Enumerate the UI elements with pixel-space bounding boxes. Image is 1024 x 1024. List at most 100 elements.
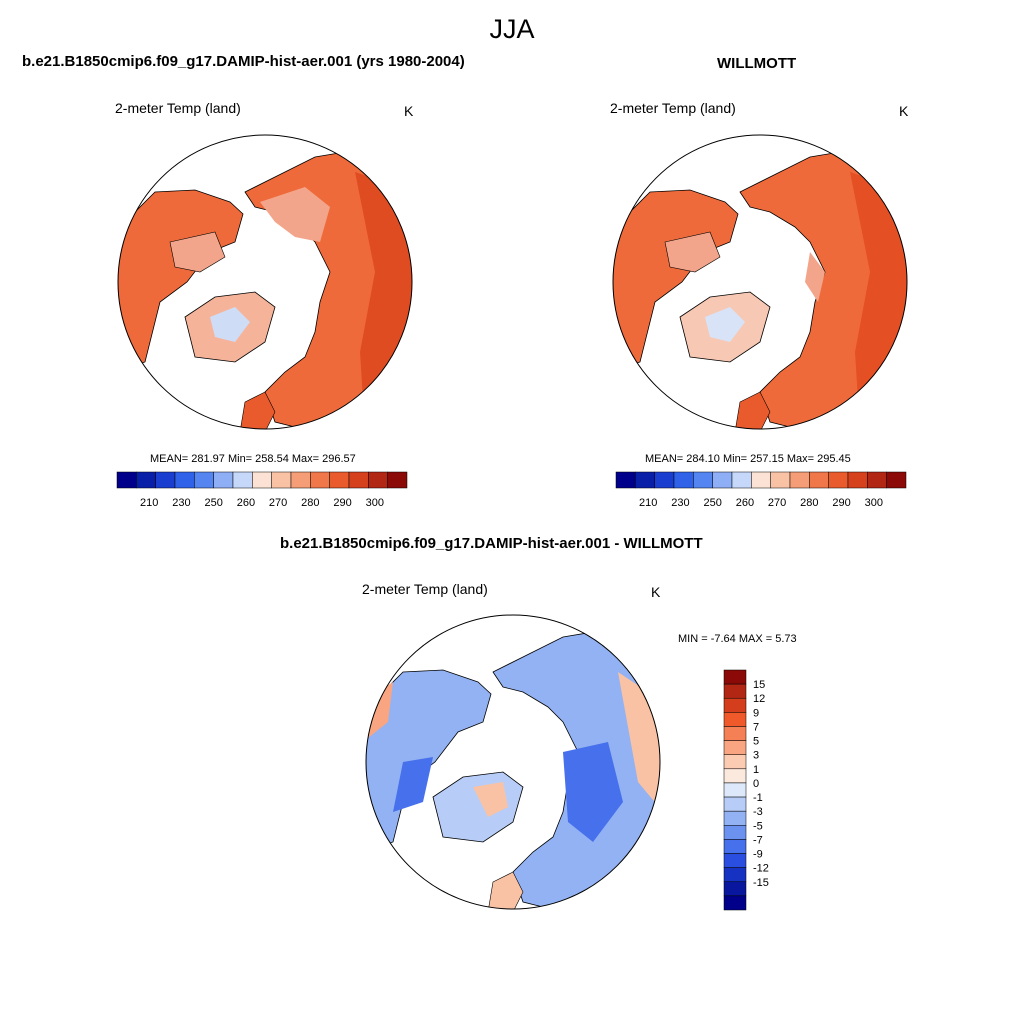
main-title: JJA xyxy=(489,14,535,44)
right-polar-map xyxy=(612,134,908,430)
right-map-land xyxy=(613,151,907,429)
diff-colorbar-tick-label: 9 xyxy=(753,707,759,719)
diff-polar-map xyxy=(365,614,661,910)
right-colorbar-tick-label: 230 xyxy=(671,497,689,509)
left-colorbar-swatch xyxy=(368,471,388,489)
diff-colorbar-swatch xyxy=(723,683,747,699)
right-variable-label: 2-meter Temp (land) xyxy=(610,100,736,116)
right-colorbar-swatch xyxy=(770,471,791,489)
left-colorbar: 210 230 250 260 270 280 290 300 xyxy=(116,471,408,509)
diff-units-label: K xyxy=(651,584,661,600)
left-colorbar-swatch xyxy=(348,471,369,489)
left-colorbar-swatch xyxy=(174,471,195,489)
diff-colorbar-tick-label: -3 xyxy=(753,806,763,818)
left-colorbar-swatch xyxy=(329,471,350,489)
diff-colorbar-tick-label: 3 xyxy=(753,750,759,762)
diff-colorbar-tick-label: 0 xyxy=(753,778,759,790)
left-units-label: K xyxy=(404,103,414,119)
left-colorbar-tick-label: 300 xyxy=(366,497,384,509)
right-colorbar-swatch xyxy=(673,471,694,489)
right-colorbar-swatch xyxy=(635,471,655,489)
diff-colorbar-tick-label: -5 xyxy=(753,820,763,832)
right-colorbar-tick-label: 260 xyxy=(736,497,754,509)
left-colorbar-swatch xyxy=(194,471,214,489)
right-colorbar-swatch xyxy=(809,471,829,489)
diff-colorbar-swatch xyxy=(723,669,747,685)
left-colorbar-swatch xyxy=(232,471,253,489)
diff-colorbar-swatch xyxy=(723,825,747,840)
diff-colorbar-tick-label: 5 xyxy=(753,736,759,748)
left-panel-title: b.e21.B1850cmip6.f09_g17.DAMIP-hist-aer.… xyxy=(22,53,465,70)
diff-colorbar-swatch xyxy=(723,712,747,727)
right-colorbar: 210 230 250 260 270 280 290 300 xyxy=(615,471,907,509)
right-colorbar-swatch xyxy=(789,471,810,489)
diff-panel-title: b.e21.B1850cmip6.f09_g17.DAMIP-hist-aer.… xyxy=(280,535,703,552)
right-colorbar-tick-label: 300 xyxy=(865,497,883,509)
left-map-border xyxy=(117,134,413,430)
left-colorbar-swatch xyxy=(290,471,311,489)
right-colorbar-tick-label: 280 xyxy=(800,497,818,509)
right-map-border xyxy=(612,134,908,430)
right-colorbar-swatch xyxy=(886,471,907,489)
left-colorbar-tick-label: 290 xyxy=(333,497,351,509)
right-colorbar-tick-label: 290 xyxy=(832,497,850,509)
left-colorbar-tick-label: 270 xyxy=(269,497,287,509)
right-colorbar-swatch xyxy=(751,471,771,489)
right-colorbar-swatch xyxy=(712,471,733,489)
diff-map-border xyxy=(365,614,661,910)
left-colorbar-swatch xyxy=(116,471,137,489)
diff-colorbar-swatch xyxy=(723,853,747,868)
right-colorbar-tick-label: 270 xyxy=(768,497,786,509)
left-colorbar-tick-label: 260 xyxy=(237,497,255,509)
diff-colorbar-tick-label: 7 xyxy=(753,721,759,733)
left-colorbar-tick-label: 210 xyxy=(140,497,158,509)
left-variable-label: 2-meter Temp (land) xyxy=(115,100,241,116)
diff-colorbar-swatch xyxy=(723,810,747,826)
right-colorbar-swatch xyxy=(731,471,752,489)
right-colorbar-tick-label: 210 xyxy=(639,497,657,509)
left-polar-map xyxy=(117,134,413,430)
right-colorbar-swatch xyxy=(847,471,868,489)
left-colorbar-swatch xyxy=(252,471,272,489)
diff-colorbar-tick-label: 15 xyxy=(753,679,765,691)
diff-variable-label: 2-meter Temp (land) xyxy=(362,581,488,597)
left-map-land xyxy=(118,151,412,429)
right-colorbar-swatch xyxy=(654,471,675,489)
diff-colorbar-swatch xyxy=(723,768,747,784)
diff-colorbar-swatch xyxy=(723,754,747,770)
diff-colorbar-tick-label: -15 xyxy=(753,877,769,889)
diff-colorbar-tick-label: -12 xyxy=(753,863,769,875)
right-colorbar-swatch xyxy=(615,471,636,489)
diff-map-land xyxy=(366,631,660,909)
left-colorbar-swatch xyxy=(155,471,176,489)
diff-colorbar-tick-label: -9 xyxy=(753,849,763,861)
diff-colorbar: 15 12 9 7 5 3 1 0 -1 -3 -5 -7 -9 -12 -15 xyxy=(723,669,769,911)
right-colorbar-tick-label: 250 xyxy=(703,497,721,509)
diff-colorbar-tick-label: 1 xyxy=(753,764,759,776)
diff-colorbar-swatch xyxy=(723,796,747,812)
diff-colorbar-swatch xyxy=(723,697,747,713)
diff-colorbar-tick-label: 12 xyxy=(753,693,765,705)
right-panel-title: WILLMOTT xyxy=(717,55,797,72)
left-colorbar-swatch xyxy=(310,471,330,489)
diff-colorbar-tick-label: -1 xyxy=(753,792,763,804)
right-units-label: K xyxy=(899,103,909,119)
left-colorbar-swatch xyxy=(136,471,156,489)
left-colorbar-swatch xyxy=(387,471,408,489)
right-colorbar-swatch xyxy=(867,471,887,489)
left-colorbar-swatch xyxy=(271,471,292,489)
left-colorbar-swatch xyxy=(213,471,234,489)
diff-colorbar-swatch xyxy=(723,839,747,854)
diff-stats: MIN = -7.64 MAX = 5.73 xyxy=(678,633,797,645)
diff-colorbar-swatch xyxy=(723,867,747,883)
left-colorbar-tick-label: 280 xyxy=(301,497,319,509)
left-colorbar-tick-label: 250 xyxy=(204,497,222,509)
diff-colorbar-swatch xyxy=(723,881,747,897)
diff-colorbar-tick-label: -7 xyxy=(753,834,763,846)
left-stats: MEAN= 281.97 Min= 258.54 Max= 296.57 xyxy=(150,453,356,465)
diff-colorbar-swatch xyxy=(723,726,747,741)
right-colorbar-swatch xyxy=(693,471,713,489)
diff-colorbar-swatch xyxy=(723,782,747,798)
right-stats: MEAN= 284.10 Min= 257.15 Max= 295.45 xyxy=(645,453,851,465)
diff-colorbar-swatch xyxy=(723,895,747,911)
